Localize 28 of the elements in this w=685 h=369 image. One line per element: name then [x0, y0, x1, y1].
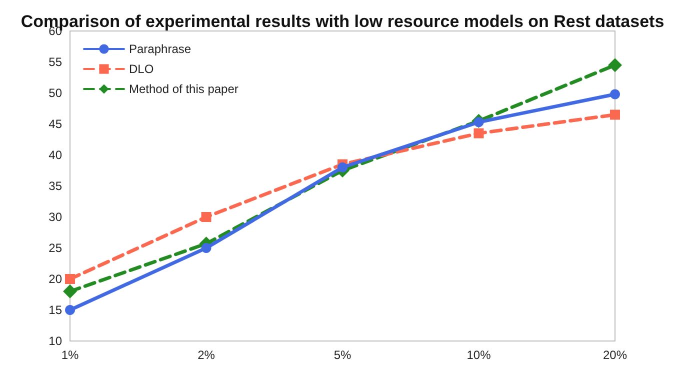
point — [474, 128, 484, 138]
y-tick-label: 40 — [48, 148, 62, 162]
y-tick-label: 55 — [48, 55, 62, 69]
y-tick-label: 35 — [48, 179, 62, 193]
legend-label: Method of this paper — [129, 82, 238, 96]
y-tick-label: 30 — [48, 210, 62, 224]
x-tick-label: 20% — [602, 348, 628, 362]
y-tick-label: 10 — [48, 334, 62, 348]
x-tick-label: 1% — [61, 348, 79, 362]
point — [610, 110, 620, 120]
y-tick-label: 50 — [48, 86, 62, 100]
point — [65, 305, 75, 315]
y-tick-label: 25 — [48, 241, 62, 255]
legend-label: DLO — [129, 62, 154, 76]
x-tick-label: 10% — [466, 348, 492, 362]
y-tick-label: 20 — [48, 272, 62, 286]
x-tick-label: 5% — [334, 348, 352, 362]
point — [201, 212, 212, 222]
y-tick-label: 15 — [48, 303, 62, 317]
point — [608, 58, 622, 72]
x-tick-label: 2% — [198, 348, 216, 362]
point — [610, 89, 620, 100]
point — [65, 274, 75, 284]
y-tick-label: 45 — [48, 117, 62, 131]
point — [63, 284, 77, 298]
legend-label: Paraphrase — [129, 42, 192, 56]
point — [201, 243, 212, 253]
point — [338, 162, 348, 172]
